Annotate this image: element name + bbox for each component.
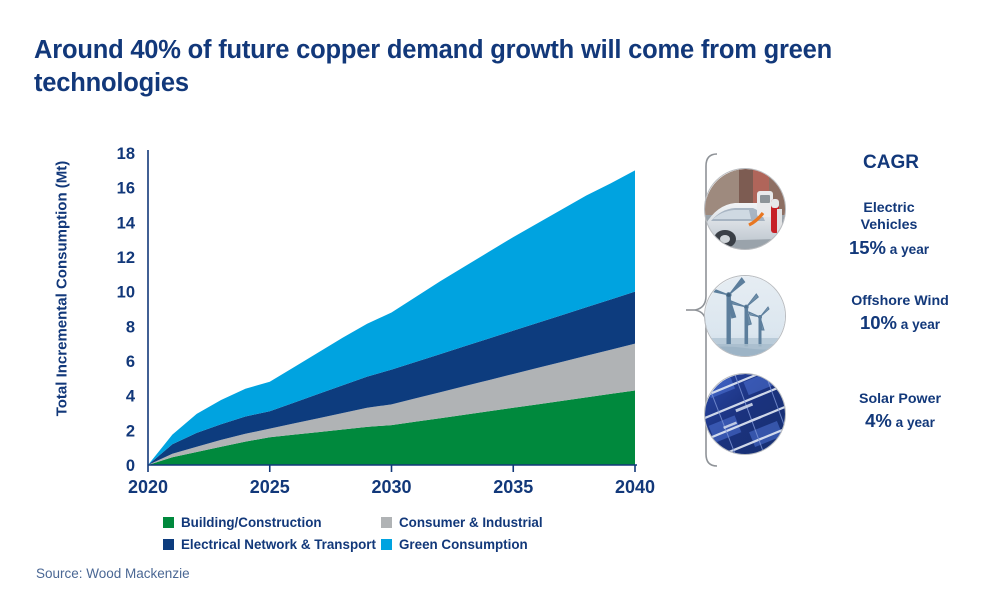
stacked-area-chart: 0 2 4 6 8 10 12 14 16 18 2020 2025 2030 2035 2040 — [117, 145, 655, 497]
y-tick-label: 14 — [117, 214, 136, 232]
cagr-rate-suffix: a year — [896, 317, 941, 333]
legend-label-consumer-industrial: Consumer & Industrial — [399, 514, 543, 530]
x-tick-label: 2040 — [615, 477, 655, 497]
cagr-item-offshore-wind: Offshore Wind 10% a year — [704, 275, 994, 375]
cagr-name-solar-power: Solar Power — [858, 391, 941, 407]
y-tick-label: 16 — [117, 180, 135, 198]
brace-bracket-icon — [686, 153, 718, 467]
cagr-text-offshore-wind: Offshore Wind 10% a year — [800, 293, 1000, 335]
x-tick-label: 2030 — [371, 477, 411, 497]
x-tick-label: 2035 — [493, 477, 533, 497]
cagr-rate-electric-vehicles: 15% a year — [796, 236, 982, 260]
legend-item-electrical-network-transport[interactable]: Electrical Network & Transport — [163, 537, 381, 552]
legend-swatch-electrical-network-transport — [163, 538, 174, 550]
cagr-heading: CAGR — [863, 152, 919, 173]
page-title: Around 40% of future copper demand growt… — [34, 36, 833, 97]
legend-swatch-green-consumption — [381, 538, 392, 550]
cagr-name-line2: Vehicles — [860, 217, 918, 234]
cagr-text-solar-power: Solar Power 4% a year — [800, 391, 1000, 433]
y-tick-label: 4 — [126, 388, 136, 406]
x-tick-label: 2025 — [250, 477, 290, 497]
y-tick-label: 8 — [126, 318, 135, 336]
cagr-rate-suffix: a year — [891, 415, 935, 431]
cagr-panel: CAGR — [686, 140, 996, 480]
electric-vehicle-photo-icon — [704, 168, 786, 250]
legend-swatch-consumer-industrial — [381, 516, 392, 528]
source-note: Source: Wood Mackenzie — [36, 566, 190, 581]
chart-legend: Building/Construction Consumer & Industr… — [163, 512, 583, 556]
legend-row: Building/Construction Consumer & Industr… — [163, 512, 583, 532]
area-series-building-construction — [148, 390, 635, 465]
cagr-name-line1: Electric — [863, 200, 915, 216]
y-tick-label: 6 — [126, 353, 135, 371]
cagr-name-offshore-wind: Offshore Wind — [851, 293, 949, 309]
solar-panel-photo-icon — [704, 373, 786, 455]
legend-swatch-building-construction — [163, 516, 174, 528]
legend-label-building-construction: Building/Construction — [181, 514, 322, 530]
y-tick-label: 12 — [117, 249, 135, 267]
legend-item-green-consumption[interactable]: Green Consumption — [381, 537, 528, 552]
y-tick-label: 18 — [117, 145, 135, 163]
cagr-rate-value: 10% — [859, 312, 897, 334]
cagr-text-electric-vehicles: Electric Vehicles 15% a year — [796, 200, 982, 260]
cagr-rate-suffix: a year — [885, 241, 930, 257]
area-series-green-consumption — [148, 170, 635, 466]
legend-label-green-consumption: Green Consumption — [399, 536, 528, 552]
x-tick-label: 2020 — [128, 477, 168, 497]
legend-row: Electrical Network & Transport Green Con… — [163, 534, 583, 554]
legend-item-building-construction[interactable]: Building/Construction — [163, 515, 381, 530]
cagr-rate-value: 15% — [848, 236, 886, 258]
y-tick-label: 10 — [117, 284, 135, 302]
cagr-rate-solar-power: 4% a year — [800, 409, 1000, 433]
cagr-item-electric-vehicles: Electric Vehicles 15% a year — [704, 168, 994, 268]
cagr-rate-value: 4% — [865, 410, 892, 432]
y-tick-label: 2 — [126, 422, 135, 440]
cagr-item-solar-power: Solar Power 4% a year — [704, 373, 994, 473]
cagr-rate-offshore-wind: 10% a year — [800, 311, 1000, 335]
legend-item-consumer-industrial[interactable]: Consumer & Industrial — [381, 515, 543, 530]
offshore-wind-photo-icon — [704, 275, 786, 357]
y-tick-label: 0 — [126, 457, 135, 475]
area-series-electrical-network-transport — [148, 291, 635, 465]
legend-label-electrical-network-transport: Electrical Network & Transport — [181, 536, 376, 552]
cagr-name-electric-vehicles: Electric Vehicles — [796, 200, 982, 235]
